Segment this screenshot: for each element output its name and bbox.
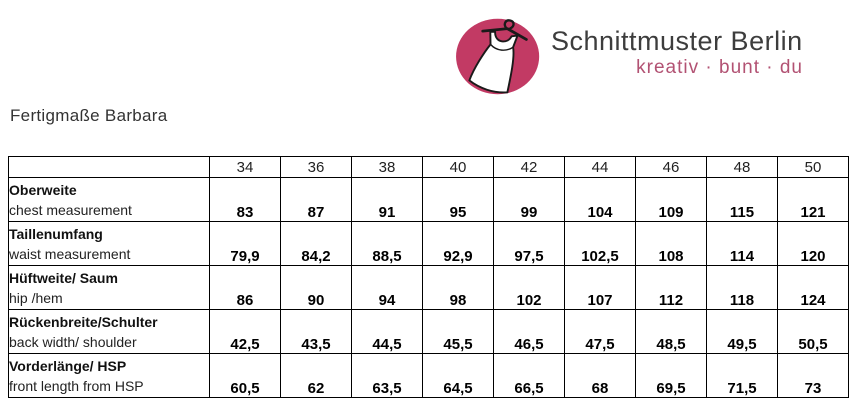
measurement-value: 46,5 — [493, 309, 565, 354]
measurement-label: Rückenbreite/Schulter back width/ shoulde… — [8, 309, 210, 354]
measurement-label-en: chest measurement — [9, 201, 132, 218]
measurement-row: Vorderlänge/ HSP front length from HSP 60,… — [8, 353, 849, 398]
measurement-row: Oberweite chest measurement 83 87 91 95 99 104 1… — [8, 177, 849, 222]
measurement-value: 88,5 — [351, 221, 423, 266]
measurement-value: 98 — [422, 265, 494, 310]
size-column-header: 44 — [564, 156, 636, 178]
measurement-value: 115 — [706, 177, 778, 222]
measurement-value: 94 — [351, 265, 423, 310]
measurement-value: 62 — [280, 353, 352, 398]
size-column-header: 50 — [777, 156, 849, 178]
dress-on-hanger-icon — [456, 18, 540, 95]
measurement-label-en: waist measurement — [9, 245, 131, 262]
measurement-value: 108 — [635, 221, 707, 266]
size-column-header: 36 — [280, 156, 352, 178]
measurement-value: 69,5 — [635, 353, 707, 398]
measurement-label-de: Rückenbreite/Schulter — [9, 313, 158, 330]
measurement-value: 97,5 — [493, 221, 565, 266]
measurement-value: 112 — [635, 265, 707, 310]
measurement-value: 47,5 — [564, 309, 636, 354]
page-title: Fertigmaße Barbara — [10, 106, 168, 125]
measurement-value: 95 — [422, 177, 494, 222]
brand-name: Schnittmuster Berlin — [551, 26, 803, 56]
measurement-value: 104 — [564, 177, 636, 222]
measurement-label: Taillenumfang waist measurement — [8, 221, 210, 266]
measurement-value: 109 — [635, 177, 707, 222]
measurement-value: 71,5 — [706, 353, 778, 398]
measurement-label-en: back width/ shoulder — [9, 333, 137, 350]
size-column-header: 46 — [635, 156, 707, 178]
size-header-row: 34 36 38 40 42 44 46 48 50 — [8, 156, 849, 178]
measurement-value: 73 — [777, 353, 849, 398]
measurement-value: 124 — [777, 265, 849, 310]
measurement-value: 42,5 — [209, 309, 281, 354]
measurement-value: 107 — [564, 265, 636, 310]
measurement-label-de: Vorderlänge/ HSP — [9, 357, 127, 374]
measurement-value: 91 — [351, 177, 423, 222]
measurement-value: 49,5 — [706, 309, 778, 354]
measurement-value: 68 — [564, 353, 636, 398]
measurement-value: 92,9 — [422, 221, 494, 266]
measurement-value: 86 — [209, 265, 281, 310]
measurement-value: 90 — [280, 265, 352, 310]
brand-logo: Schnittmuster Berlin kreativ · bunt · du — [452, 12, 812, 102]
measurement-row: Rückenbreite/Schulter back width/ shoulde… — [8, 309, 849, 354]
measurement-label-de: Hüftweite/ Saum — [9, 269, 118, 286]
measurement-value: 84,2 — [280, 221, 352, 266]
size-column-header: 42 — [493, 156, 565, 178]
measurement-label: Vorderlänge/ HSP front length from HSP — [8, 353, 210, 398]
size-column-header: 40 — [422, 156, 494, 178]
measurement-value: 48,5 — [635, 309, 707, 354]
measurement-value: 99 — [493, 177, 565, 222]
measurement-value: 45,5 — [422, 309, 494, 354]
measurement-value: 64,5 — [422, 353, 494, 398]
measurement-label-de: Taillenumfang — [9, 225, 103, 242]
measurement-value: 43,5 — [280, 309, 352, 354]
measurement-value: 118 — [706, 265, 778, 310]
size-column-header: 38 — [351, 156, 423, 178]
measurement-value: 50,5 — [777, 309, 849, 354]
measurement-value: 102,5 — [564, 221, 636, 266]
measurement-row: Hüftweite/ Saum hip /hem 86 90 94 98 102 107 112… — [8, 265, 849, 310]
measurement-label: Hüftweite/ Saum hip /hem — [8, 265, 210, 310]
measurement-label-en: front length from HSP — [9, 377, 144, 394]
measurement-value: 63,5 — [351, 353, 423, 398]
size-table: 34 36 38 40 42 44 46 48 50 Oberweite chest measur… — [8, 156, 849, 398]
size-header-empty-cell — [8, 156, 210, 178]
measurement-value: 60,5 — [209, 353, 281, 398]
measurement-label: Oberweite chest measurement — [8, 177, 210, 222]
measurement-value: 66,5 — [493, 353, 565, 398]
measurement-value: 44,5 — [351, 309, 423, 354]
size-column-header: 48 — [706, 156, 778, 178]
measurement-value: 121 — [777, 177, 849, 222]
measurement-value: 120 — [777, 221, 849, 266]
size-column-header: 34 — [209, 156, 281, 178]
measurement-value: 87 — [280, 177, 352, 222]
measurement-label-en: hip /hem — [9, 289, 63, 306]
measurement-value: 83 — [209, 177, 281, 222]
brand-tagline: kreativ · bunt · du — [636, 57, 803, 78]
measurement-value: 79,9 — [209, 221, 281, 266]
measurement-row: Taillenumfang waist measurement 79,9 84,2 88… — [8, 221, 849, 266]
measurement-label-de: Oberweite — [9, 181, 77, 198]
measurement-value: 102 — [493, 265, 565, 310]
measurement-value: 114 — [706, 221, 778, 266]
